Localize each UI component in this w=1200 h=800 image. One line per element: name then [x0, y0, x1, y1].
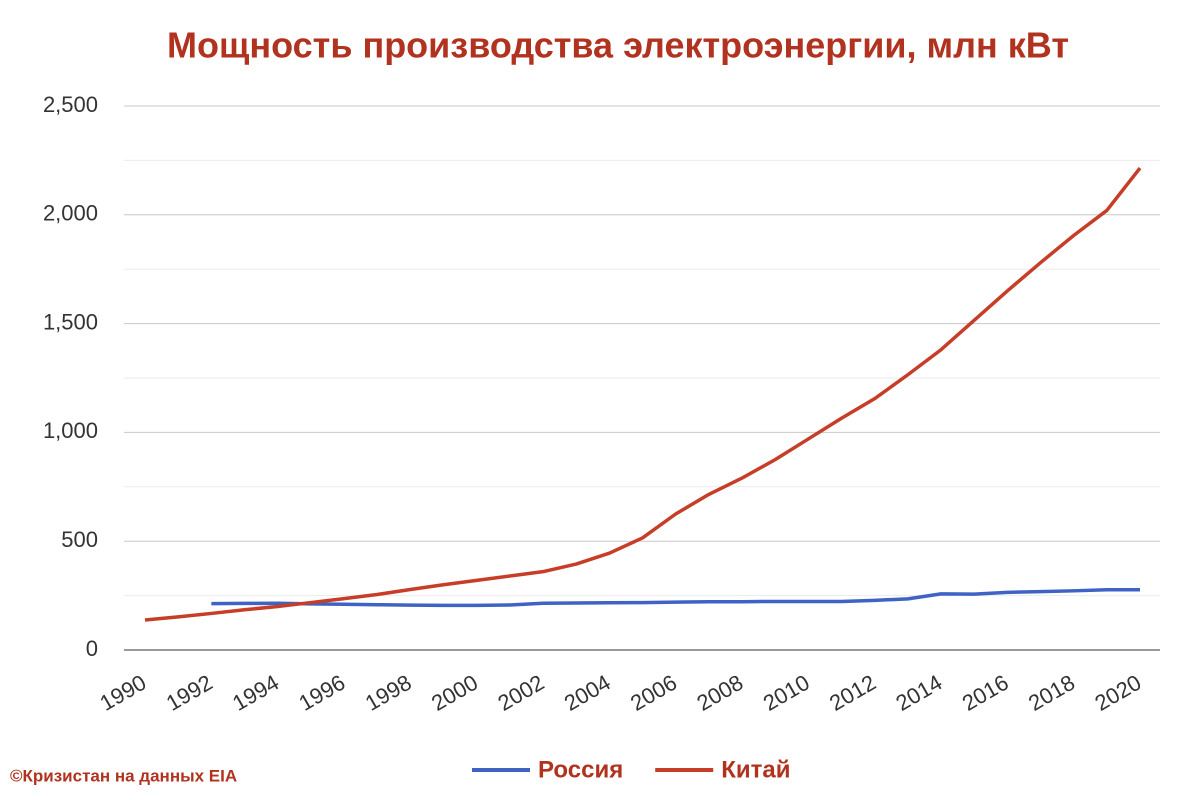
y-tick-label: 2,500: [43, 92, 98, 117]
x-tick-label: 2012: [825, 670, 880, 716]
x-tick-label: 1996: [295, 670, 350, 716]
x-tick-label: 2006: [626, 670, 681, 716]
x-tick-label: 2004: [560, 670, 615, 716]
legend-label: Россия: [538, 756, 623, 783]
x-tick-label: 2000: [427, 670, 482, 716]
legend-label: Китай: [721, 756, 790, 783]
x-tick-label: 1994: [228, 670, 283, 716]
y-tick-label: 2,000: [43, 201, 98, 226]
x-tick-label: 2010: [759, 670, 814, 716]
line-series: [144, 166, 1142, 622]
x-tick-label: 2002: [494, 670, 549, 716]
y-tick-label: 1,500: [43, 309, 98, 334]
y-tick-label: 500: [61, 527, 98, 552]
chart-title: Мощность производства электроэнергии, мл…: [167, 25, 1069, 66]
x-tick-label: 2016: [958, 670, 1013, 716]
y-tick-label: 0: [86, 636, 98, 661]
x-tick-label: 1992: [162, 670, 217, 716]
x-tick-label: 2014: [892, 670, 947, 716]
x-tick-label: 1998: [361, 670, 416, 716]
line-series: [211, 587, 1140, 608]
x-tick-label: 1990: [96, 670, 151, 716]
y-tick-label: 1,000: [43, 418, 98, 443]
x-tick-label: 2020: [1091, 670, 1146, 716]
source-note: ©Кризистан на данных EIA: [10, 766, 237, 785]
x-tick-label: 2008: [693, 670, 748, 716]
x-tick-label: 2018: [1024, 670, 1079, 716]
